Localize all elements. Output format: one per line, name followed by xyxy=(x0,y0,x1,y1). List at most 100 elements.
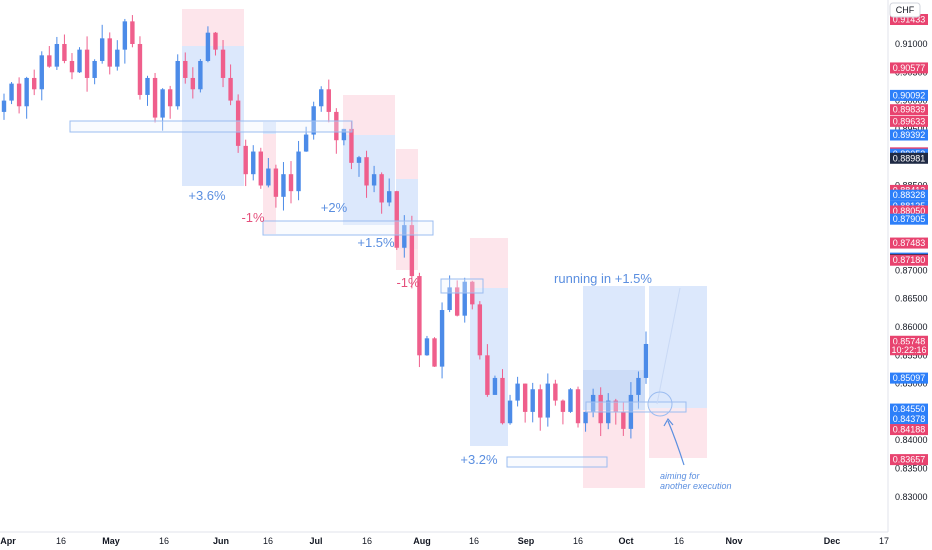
price-label-tag xyxy=(890,254,928,266)
candle-down xyxy=(273,168,279,197)
price-label-text: 0.89633 xyxy=(893,116,926,126)
candle-up xyxy=(319,89,324,107)
price-label-tag xyxy=(890,115,928,127)
price-label-tag xyxy=(890,237,928,249)
candle-up xyxy=(643,343,649,378)
note-arrow-head xyxy=(663,417,674,427)
time-axis[interactable]: Apr 16 May 16 Jun 16 Jul 16 Aug 16 Sep 16 Oct 16 Nov De… xyxy=(0,536,889,546)
trade-result-label: -1% xyxy=(241,210,265,225)
price-label-tag xyxy=(890,13,928,25)
take-profit-zone xyxy=(649,286,707,408)
candle-up xyxy=(198,60,203,90)
x-tick-label: 16 xyxy=(263,536,273,546)
candle-up xyxy=(99,38,105,61)
trade-result-label: +1.5% xyxy=(357,235,395,250)
entry-range-box xyxy=(262,220,434,236)
candle-up xyxy=(77,49,82,73)
candle-down xyxy=(183,60,188,78)
price-label-text: 0.84550 xyxy=(893,404,926,414)
candle-down xyxy=(560,400,566,412)
x-tick-label: 16 xyxy=(56,536,66,546)
candlesticks xyxy=(1,15,649,439)
price-label-tag xyxy=(890,129,928,141)
candle-down xyxy=(69,60,75,73)
candle-down xyxy=(575,389,581,424)
candle-down xyxy=(288,174,294,192)
candle-down xyxy=(477,304,483,356)
candle-down xyxy=(553,383,558,401)
x-tick-label: 16 xyxy=(362,536,372,546)
take-profit-zone xyxy=(583,286,645,370)
candle-down xyxy=(32,77,37,90)
candle-up xyxy=(636,377,641,395)
trade-result-label: +2% xyxy=(321,200,348,215)
trade-result-label: +3.6% xyxy=(188,188,226,203)
candle-up xyxy=(583,411,588,424)
candle-up xyxy=(515,383,520,401)
y-tick-label: 0.86000 xyxy=(895,322,928,332)
candle-down xyxy=(621,411,626,429)
candle-up xyxy=(371,174,377,186)
candle-up xyxy=(439,310,445,367)
price-label-tag xyxy=(890,205,928,217)
price-label-text: 0.88050 xyxy=(893,206,926,216)
candle-down xyxy=(538,389,543,418)
price-label-text: 0.84188 xyxy=(893,425,926,435)
candle-down xyxy=(84,49,90,78)
candle-up xyxy=(115,49,120,67)
y-tick-label: 0.85500 xyxy=(895,350,928,360)
candle-up xyxy=(54,44,60,67)
y-tick-label: 0.86500 xyxy=(895,294,928,304)
x-tick-label: 16 xyxy=(573,536,583,546)
entry-range-box xyxy=(506,456,608,468)
price-label-text: 0.83657 xyxy=(893,455,926,465)
candle-down xyxy=(190,77,196,90)
overlay-drawings xyxy=(69,120,687,468)
price-label-text: 0.88328 xyxy=(893,190,926,200)
candle-up xyxy=(24,77,29,107)
candle-up xyxy=(160,89,165,118)
candle-down xyxy=(485,355,490,395)
candle-down xyxy=(409,225,415,277)
candle-up xyxy=(92,60,97,78)
candle-up xyxy=(266,168,271,186)
candle-down xyxy=(394,191,399,248)
stop-loss-zone xyxy=(583,410,645,488)
y-tick-label: 0.89500 xyxy=(895,124,928,134)
price-label-text: 0.90092 xyxy=(893,90,926,100)
candle-down xyxy=(454,287,460,316)
price-label-text: 0.85097 xyxy=(893,373,926,383)
price-label-tag xyxy=(890,344,928,356)
y-tick-label: 0.84000 xyxy=(895,435,928,445)
x-tick-label: 16 xyxy=(469,536,479,546)
y-tick-label: 0.87000 xyxy=(895,265,928,275)
x-tick-label: 16 xyxy=(159,536,169,546)
price-label-text: 0.91433 xyxy=(893,14,926,24)
annotations: +3.6% -1% +2% +1.5% -1% +3.2% running in +1.5%… xyxy=(188,188,731,491)
stop-loss-zone xyxy=(182,9,244,46)
x-tick-label: Nov xyxy=(725,536,742,546)
price-label-tag xyxy=(890,213,928,225)
candle-up xyxy=(281,174,286,197)
candle-up xyxy=(341,128,347,141)
candle-down xyxy=(522,383,528,412)
candle-down xyxy=(220,49,226,78)
candle-up xyxy=(424,338,430,356)
candle-up xyxy=(568,389,573,412)
candle-up xyxy=(447,287,452,311)
candle-down xyxy=(107,38,112,67)
note-text: another execution xyxy=(660,481,732,491)
note-arrow xyxy=(667,420,685,466)
entry-range-box xyxy=(69,120,353,133)
candle-down xyxy=(500,377,505,424)
entry-range-box xyxy=(585,401,687,413)
candle-down xyxy=(213,32,218,50)
trade-result-label: running in +1.5% xyxy=(554,271,652,286)
take-profit-zone xyxy=(263,122,276,134)
y-tick-label: 0.83500 xyxy=(895,464,928,474)
candle-up xyxy=(492,377,498,395)
candle-down xyxy=(167,89,173,107)
x-tick-label: Oct xyxy=(618,536,633,546)
currency-badge[interactable] xyxy=(889,2,921,18)
